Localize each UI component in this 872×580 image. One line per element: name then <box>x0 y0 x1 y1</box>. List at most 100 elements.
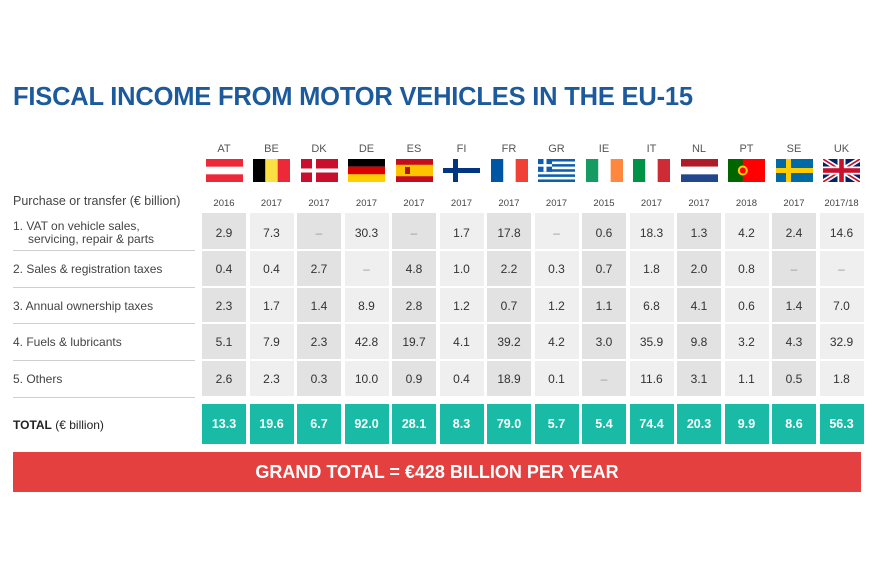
row-label-line: 5. Others <box>13 371 63 386</box>
cell-divider <box>392 286 436 288</box>
row-label-5: 5. Others <box>13 371 63 386</box>
total-cell: 6.7 <box>297 404 341 444</box>
country-code-de: DE <box>358 143 375 155</box>
value-cell: 1.4 <box>310 299 328 313</box>
value-cell: 42.8 <box>354 335 379 349</box>
value-cell: 7.3 <box>263 226 280 240</box>
column-bg <box>677 213 721 396</box>
cell-divider <box>724 286 769 288</box>
value-cell: 5.1 <box>215 335 233 349</box>
column-bg <box>629 213 674 396</box>
country-code-gr: GR <box>548 143 565 155</box>
value-cell: 0.4 <box>453 372 470 386</box>
column-bg <box>297 213 341 396</box>
total-cell: 5.7 <box>534 404 579 444</box>
value-cell: 2.3 <box>263 372 280 386</box>
cell-divider <box>297 286 341 288</box>
value-cell: 4.2 <box>738 226 755 240</box>
value-cell: 4.8 <box>405 262 423 276</box>
cell-divider <box>772 286 816 288</box>
total-cell: 92.0 <box>344 404 389 444</box>
value-cell: 3.1 <box>690 372 708 386</box>
value-cell: 0.8 <box>738 262 755 276</box>
data-year: 2017/18 <box>824 198 859 209</box>
cell-divider <box>344 249 389 251</box>
value-cell: 0.4 <box>215 262 233 276</box>
value-cell: 1.8 <box>643 262 660 276</box>
flag-ie-icon <box>585 159 623 182</box>
cell-divider <box>819 322 864 324</box>
value-cell: 18.9 <box>497 372 521 386</box>
country-code-fr: FR <box>501 143 517 155</box>
chart-title: FISCAL INCOME FROM MOTOR VEHICLES IN THE… <box>13 83 693 111</box>
total-cell: 13.3 <box>202 404 246 444</box>
row-divider <box>13 360 195 361</box>
cell-divider <box>202 249 246 251</box>
value-cell: 1.2 <box>548 299 565 313</box>
row-label-4: 4. Fuels & lubricants <box>13 335 122 349</box>
flag-fr-icon <box>490 159 528 182</box>
value-cell: 9.8 <box>690 335 708 349</box>
flag-dk-icon <box>300 159 338 182</box>
cell-divider <box>772 359 816 361</box>
value-cell: 2.3 <box>310 335 328 349</box>
cell-divider <box>582 359 626 361</box>
row-divider <box>13 250 195 251</box>
value-cell: 0.1 <box>548 372 565 386</box>
flag-be-icon <box>253 159 290 182</box>
value-cell: 18.3 <box>639 226 664 240</box>
cell-divider <box>677 359 721 361</box>
value-cell: – <box>600 372 608 386</box>
total-cell: 79.0 <box>487 404 531 444</box>
value-cell: 17.8 <box>497 226 521 240</box>
cell-divider <box>249 322 294 324</box>
total-cell: 74.4 <box>629 404 674 444</box>
cell-divider <box>297 322 341 324</box>
value-cell: 2.2 <box>500 262 518 276</box>
cell-divider <box>772 322 816 324</box>
cell-divider <box>249 249 294 251</box>
row-label-line: servicing, repair & parts <box>28 232 155 246</box>
row-label-3: 3. Annual ownership taxes <box>13 299 153 313</box>
cell-divider <box>487 249 531 251</box>
cell-divider <box>534 286 579 288</box>
cell-divider <box>629 322 674 324</box>
value-cell: 1.2 <box>453 299 470 313</box>
cell-divider <box>487 322 531 324</box>
value-cell: – <box>838 262 845 276</box>
flag-at-icon <box>205 159 243 182</box>
flag-fi-icon <box>443 159 480 182</box>
value-cell: 39.2 <box>497 335 521 349</box>
total-cell: 19.6 <box>249 404 294 444</box>
data-year: 2017 <box>403 198 425 209</box>
value-cell: – <box>410 226 418 240</box>
row-label-1: 1. VAT on vehicle sales, servicing, repai… <box>13 220 154 246</box>
value-cell: 0.3 <box>310 372 328 386</box>
value-cell: 1.4 <box>785 299 803 313</box>
value-cell: – <box>553 226 560 240</box>
cell-divider <box>487 286 531 288</box>
value-cell: – <box>790 262 798 276</box>
cell-divider <box>819 249 864 251</box>
value-cell: 4.3 <box>785 335 803 349</box>
value-cell: 1.1 <box>738 372 755 386</box>
cell-divider <box>534 359 579 361</box>
value-cell: 19.7 <box>402 335 426 349</box>
value-cell: 32.9 <box>829 335 854 349</box>
cell-divider <box>439 322 484 324</box>
flag-gr-icon <box>538 159 575 183</box>
data-year: 2015 <box>593 198 615 209</box>
cell-divider <box>344 286 389 288</box>
country-code-be: BE <box>264 143 279 155</box>
flag-it-icon <box>633 159 670 182</box>
total-cell: 9.9 <box>724 404 769 444</box>
country-code-dk: DK <box>311 143 327 155</box>
country-code-fi: FI <box>456 143 467 155</box>
value-cell: 4.1 <box>690 299 708 313</box>
column-bg <box>724 213 769 396</box>
total-row-label: TOTAL (€ billion) <box>13 418 104 432</box>
value-cell: 8.9 <box>358 299 375 313</box>
data-year: 2017 <box>640 198 663 209</box>
cell-divider <box>392 322 436 324</box>
flag-se-icon <box>775 159 813 182</box>
